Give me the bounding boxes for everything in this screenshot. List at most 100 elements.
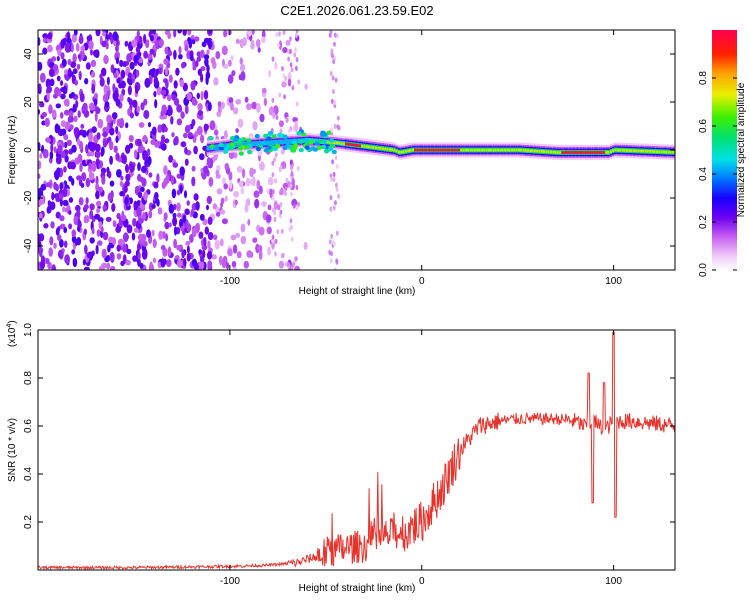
spectral-cell [327, 146, 334, 151]
spectral-cell [44, 117, 50, 127]
spectral-cell [338, 141, 341, 145]
spectral-cell [335, 163, 339, 169]
spectral-cell [331, 53, 334, 59]
spectral-cell [332, 177, 336, 183]
spectral-cell [469, 148, 472, 152]
spectral-cell [190, 208, 194, 216]
spectral-cell [238, 138, 244, 143]
spectral-cell [60, 80, 64, 86]
spectral-cell [628, 149, 631, 152]
spectral-cell [328, 239, 332, 245]
spectral-cell [279, 201, 283, 207]
spectral-cell [63, 240, 68, 248]
spectral-cell [72, 53, 77, 63]
spectral-cell [200, 66, 206, 72]
spectral-cell [68, 93, 74, 99]
spectral-cell [520, 148, 523, 152]
spectral-cell [244, 145, 250, 150]
spectral-cell [213, 146, 219, 151]
spectral-cell [110, 64, 115, 73]
spectral-cell [184, 125, 191, 134]
spectral-cell [60, 52, 65, 60]
spectral-cell [186, 200, 190, 206]
spectral-cell [384, 147, 387, 151]
spectral-cell [137, 191, 143, 199]
spectral-cell [168, 155, 174, 163]
y-scale-prefix: (x10 [7, 327, 18, 347]
spectral-cell [207, 250, 213, 260]
spectral-cell [167, 246, 172, 257]
spectral-cell [128, 135, 134, 142]
spectral-cell [471, 148, 474, 152]
spectral-cell [160, 244, 166, 251]
spectral-cell [137, 251, 141, 261]
spectral-cell [183, 190, 188, 199]
spectral-cell [79, 162, 83, 172]
spectral-cell [152, 238, 157, 248]
spectral-cell [214, 129, 219, 136]
spectral-cell [351, 143, 355, 147]
snr-panel: -100 0 100 0.2 0.4 0.6 0.8 1.0 Height of straig… [6, 320, 676, 594]
spectral-cell [154, 140, 161, 148]
spectral-cell [639, 149, 643, 153]
spectral-cell [278, 31, 281, 37]
spectral-cell [201, 41, 207, 48]
spectral-cell [42, 33, 48, 39]
spectral-cell [156, 173, 160, 184]
spectral-cell [96, 207, 101, 214]
spectral-cell [423, 148, 426, 152]
spectral-cell [108, 236, 114, 243]
spectral-cell [215, 211, 221, 217]
spectral-cell [259, 161, 265, 171]
spectral-cell [208, 176, 214, 187]
snr-ticks: -100 0 100 0.2 0.4 0.6 0.8 1.0 [23, 323, 675, 587]
spectral-cell [266, 145, 272, 150]
spectral-cell [149, 35, 154, 42]
spectral-cell [315, 138, 318, 144]
spectral-cell [363, 145, 366, 148]
spectral-cell [76, 175, 82, 181]
spectral-cell [337, 115, 340, 121]
spectral-cell [206, 49, 210, 55]
spectral-cell [215, 51, 221, 60]
spectral-cell [101, 40, 107, 48]
spectral-cell [323, 149, 330, 154]
spectral-cell [607, 151, 610, 154]
spectral-cell [269, 140, 272, 146]
spectral-cell [129, 112, 134, 119]
spectral-cell [137, 243, 141, 251]
spectral-cell [64, 141, 68, 149]
spectral-cell [286, 261, 290, 267]
spectral-cell [135, 85, 139, 94]
spectral-cell [100, 76, 105, 87]
spectral-cell [51, 192, 55, 201]
spectral-cell [132, 99, 138, 108]
spectral-cell [82, 259, 86, 266]
spectral-cell [163, 58, 169, 65]
spectral-cell [651, 150, 654, 153]
spectral-cell [143, 98, 148, 106]
spectral-cell [158, 38, 164, 48]
spectral-cell [230, 55, 234, 61]
spectral-cell [533, 149, 537, 153]
spectral-cell [173, 238, 178, 249]
spectral-cell [277, 204, 281, 211]
spectral-cell [119, 59, 124, 67]
spectrogram-panel: -100 0 100 -40 -20 0 20 40 Height of straight l… [7, 29, 676, 297]
spectral-cell [203, 90, 209, 100]
spectral-cell [183, 257, 187, 267]
spectral-cell [266, 136, 272, 141]
spectral-cell [393, 148, 396, 152]
spectral-cell [453, 148, 456, 152]
spectral-cell [179, 79, 185, 88]
spectral-cell [68, 175, 73, 182]
spectral-cell [120, 260, 125, 267]
spectral-cell [133, 55, 139, 64]
spectral-cell [266, 226, 272, 235]
spectral-cell [90, 59, 97, 68]
spectral-cell [289, 159, 293, 165]
spectral-cell [94, 92, 98, 101]
spectral-cell [182, 214, 187, 224]
spectral-cell [669, 150, 672, 154]
spectral-cell [457, 148, 461, 152]
